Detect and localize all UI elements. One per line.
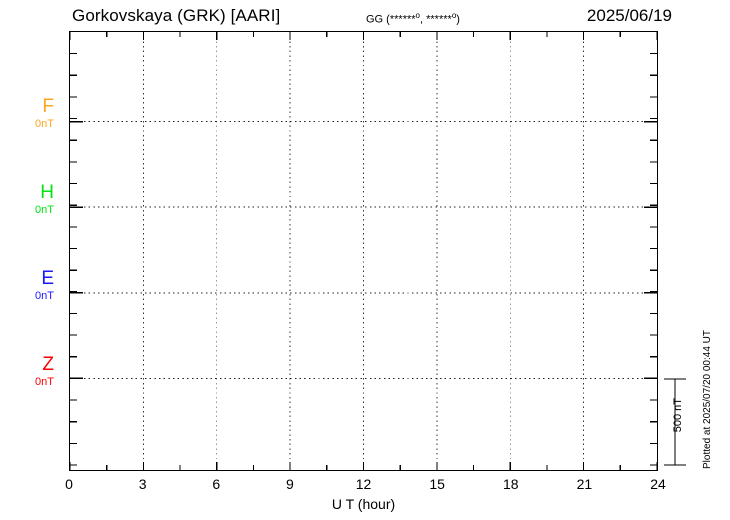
page-title: Gorkovskaya (GRK) [AARI] — [72, 6, 281, 25]
y-label-component-h: H 0nT — [8, 183, 54, 216]
y-label-component-e: E 0nT — [8, 269, 54, 302]
component-name-e: E — [41, 268, 54, 290]
x-tick-label-0: 0 — [65, 476, 73, 492]
x-tick-label-3: 3 — [138, 476, 147, 492]
longitude-value: ****** — [426, 13, 452, 26]
x-tick-label-24: 24 — [650, 476, 666, 492]
x-tick-label-21: 21 — [576, 476, 593, 492]
latitude-value: ****** — [389, 13, 416, 26]
plot-date: 2025/06/19 — [586, 6, 672, 25]
component-value-z: 0nT — [35, 375, 54, 388]
grid-lines — [70, 32, 657, 470]
degree-icon-lon: o — [451, 11, 457, 20]
scale-bar — [660, 376, 690, 468]
scale-bar-label: 500 nT — [672, 398, 684, 433]
component-value-h: 0nT — [35, 204, 54, 216]
x-tick-label-18: 18 — [502, 476, 519, 492]
y-label-component-z: Z 0nT — [8, 355, 54, 388]
degree-icon-lat: o — [415, 11, 420, 20]
x-axis-title: U T (hour) — [331, 496, 396, 512]
geographic-coordinates: GG (******o, ******o) — [366, 11, 460, 26]
component-value-f: 0nT — [35, 117, 54, 130]
x-tick-label-15: 15 — [429, 476, 445, 492]
x-tick-label-12: 12 — [355, 476, 372, 492]
component-name-z: Z — [42, 353, 54, 375]
x-tick-label-9: 9 — [285, 476, 294, 492]
component-name-f: F — [42, 95, 54, 117]
x-tick-label-6: 6 — [212, 476, 221, 492]
y-label-component-f: F 0nT — [8, 97, 54, 130]
component-name-h: H — [40, 182, 54, 203]
component-value-e: 0nT — [35, 290, 54, 303]
geo-coords-prefix: GG — [366, 13, 384, 26]
plotted-timestamp: Plotted at 2025/07/20 00:44 UT — [702, 330, 713, 469]
plot-frame — [69, 31, 658, 471]
